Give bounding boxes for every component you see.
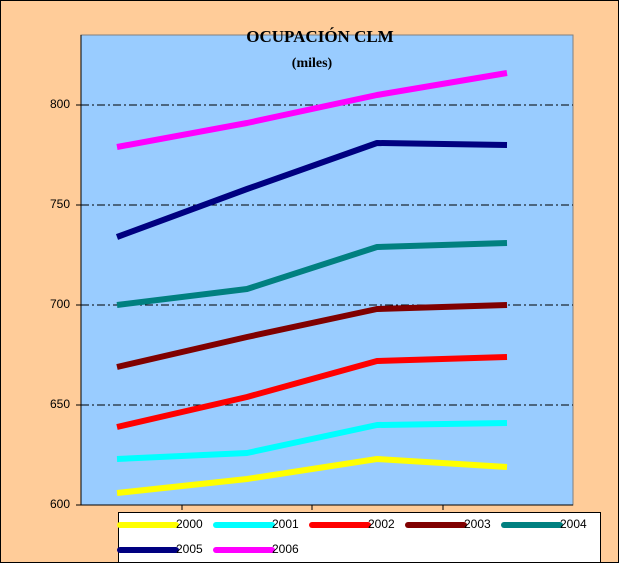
- legend-label: 2002: [368, 517, 395, 531]
- chart-title: OCUPACIÓN CLM: [246, 27, 393, 46]
- y-tick-label: 700: [50, 297, 70, 311]
- plot-area: [80, 34, 574, 506]
- legend-label: 2005: [176, 542, 203, 556]
- legend-label: 2001: [272, 517, 299, 531]
- series-line: [116, 302, 508, 370]
- series-line: [116, 240, 508, 308]
- y-tick-label: 600: [50, 497, 70, 511]
- series-line: [116, 456, 508, 496]
- chart-subtitle: (miles): [292, 56, 333, 71]
- series-line: [115, 140, 508, 240]
- legend-label: 2000: [176, 517, 203, 531]
- y-tick-label: 650: [50, 397, 70, 411]
- legend-label: 2004: [560, 517, 587, 531]
- series-line: [116, 70, 508, 150]
- legend-label: 2003: [464, 517, 491, 531]
- y-tick-label: 800: [50, 97, 70, 111]
- legend-label: 2006: [272, 542, 299, 556]
- series-line: [116, 420, 508, 462]
- series-line: [116, 354, 508, 430]
- y-tick-label: 750: [50, 197, 70, 211]
